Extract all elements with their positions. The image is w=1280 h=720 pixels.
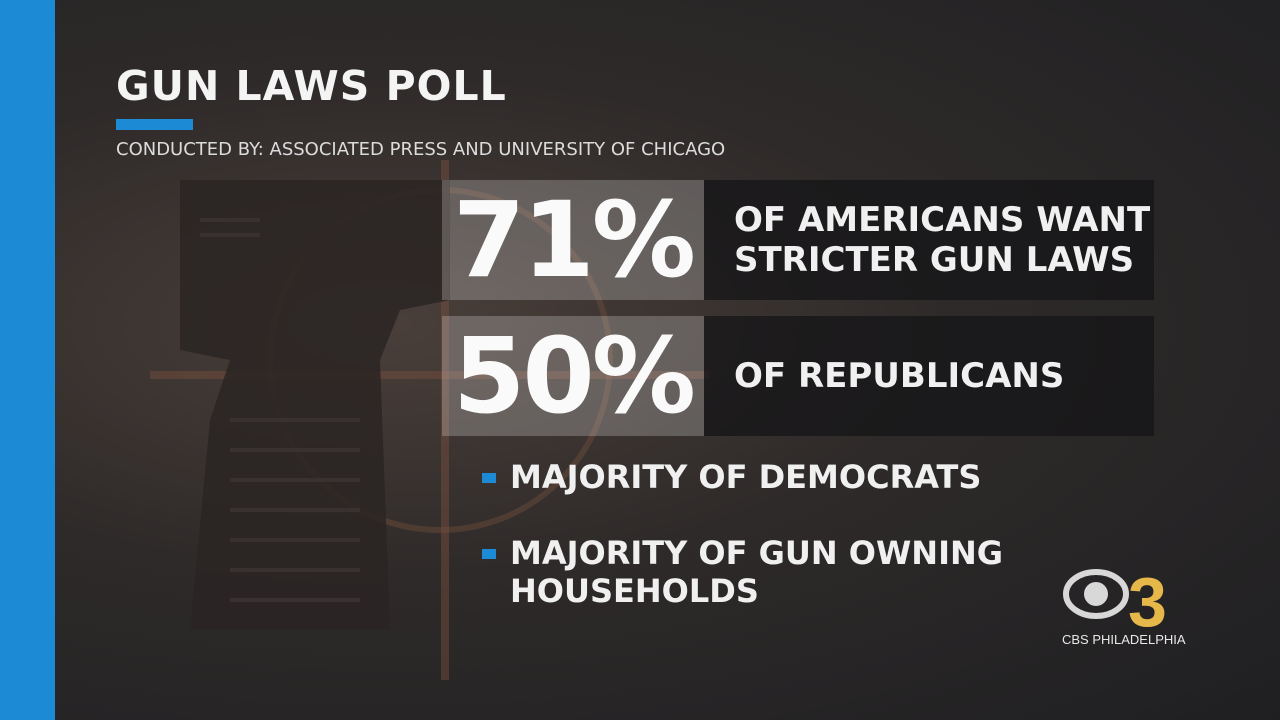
cbs-eye-logo-icon [1063,569,1129,619]
stat-row: 71% OF AMERICANS WANT STRICTER GUN LAWS [442,179,1154,301]
bullet-marker-icon [482,473,496,483]
bullet-text: MAJORITY OF DEMOCRATS [510,458,982,496]
stat-description: OF REPUBLICANS [704,316,1154,436]
stat-description: OF AMERICANS WANT STRICTER GUN LAWS [704,180,1154,300]
graphic-title: GUN LAWS POLL [116,62,507,110]
bullet-text: MAJORITY OF GUN OWNING HOUSEHOLDS [510,534,1004,610]
stat-value: 71% [442,179,704,301]
graphic-subtitle: CONDUCTED BY: ASSOCIATED PRESS AND UNIVE… [116,139,726,160]
background-pistol-crosshair-image [150,160,710,680]
stat-row: 50% OF REPUBLICANS [442,315,1154,437]
station-channel-numeral: 3 [1128,563,1167,641]
title-underline [116,119,193,130]
stat-value: 50% [442,315,704,437]
side-accent-bar [0,0,55,720]
station-name: CBS PHILADELPHIA [1062,632,1186,647]
bullet-marker-icon [482,549,496,559]
